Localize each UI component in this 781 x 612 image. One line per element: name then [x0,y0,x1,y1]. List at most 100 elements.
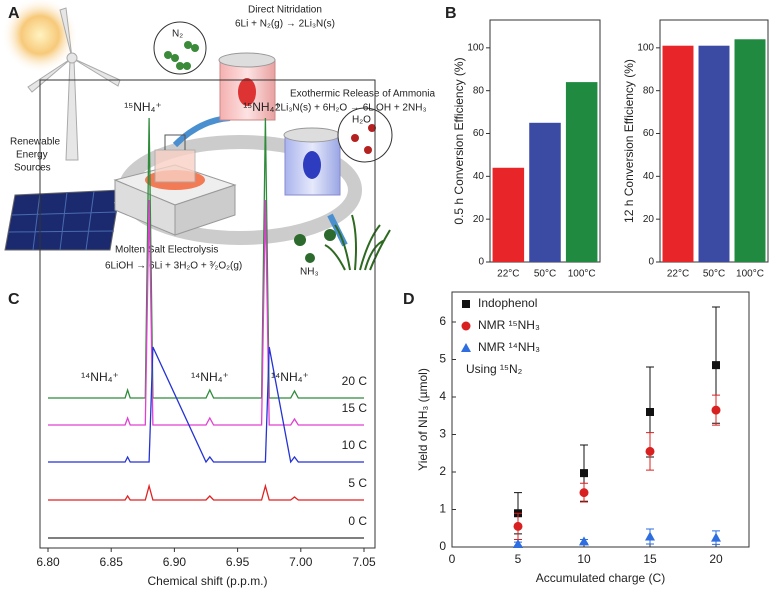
marker [712,361,720,370]
x-tick-label: 50°C [534,269,556,280]
y-tick-label: 6 [439,314,446,328]
x-tick-label: 5 [515,552,522,566]
panel-label: B [445,5,457,22]
legend-label: NMR ¹⁵NH₃ [478,318,540,332]
marker [513,521,523,531]
diagram-art [2,0,393,271]
marker [579,488,589,498]
x-tick-label: 100°C [736,269,764,280]
y-tick-label: 60 [473,128,485,139]
y-tick-label: 60 [643,128,655,139]
peak-annotation: ¹⁵NH₄⁺ [124,100,162,114]
blue-reactor [283,127,341,196]
x-tick-label: 20 [709,552,723,566]
diagram-text: NH₃ [300,267,319,278]
x-tick-label: 6.85 [100,555,124,569]
n2-bubble [153,21,207,75]
y-axis-label: Yield of NH₃ (µmol) [416,368,430,471]
x-tick-label: 6.80 [36,555,60,569]
x-axis-label: Chemical shift (p.p.m.) [147,574,267,588]
y-tick-label: 20 [473,214,485,225]
diagram-text: H₂O [352,115,371,126]
bar [565,82,598,262]
y-tick-label: 1 [439,502,446,516]
spectrum [48,346,364,464]
spectrum [48,117,364,399]
diagram-text: Exothermic Release of Ammonia [290,89,436,100]
x-tick-label: 10 [577,552,591,566]
panel-label: A [8,5,20,22]
diagram-text: Renewable [10,137,60,148]
series-label: 10 C [342,438,368,452]
marker [461,343,471,352]
y-axis-label: 12 h Conversion Efficiency (%) [622,59,636,223]
x-tick-label: 15 [643,552,657,566]
y-tick-label: 100 [467,42,484,53]
diagram-text: Molten Salt Electrolysis [115,245,218,256]
series-label: 20 C [342,374,368,388]
marker [646,408,654,416]
ammonia-molecules [294,229,336,263]
series-label: 5 C [348,476,367,490]
y-tick-label: 80 [643,85,655,96]
y-tick-label: 40 [473,171,485,182]
diagram-text: 2Li₃N(s) + 6H₂O → 6LiOH + 2NH₃ [275,103,427,114]
sun [2,0,78,73]
annotation: Using ¹⁵N₂ [466,362,523,376]
marker [645,446,655,456]
hot-plate [113,134,237,236]
diagram-text: Direct Nitridation [248,5,322,16]
y-tick-label: 20 [643,214,655,225]
y-tick-label: 3 [439,427,446,441]
x-axis-label: Accumulated charge (C) [536,571,665,585]
marker [711,532,721,542]
x-tick-label: 7.00 [289,555,313,569]
y-tick-label: 2 [439,464,446,478]
marker [513,539,523,548]
marker [711,405,721,415]
diagram-text: Sources [14,163,51,174]
spectrum [48,483,364,501]
legend-label: NMR ¹⁴NH₃ [478,340,540,354]
series-label: 0 C [348,514,367,528]
series-label: 15 C [342,401,368,415]
marker [461,321,471,331]
y-axis-label: 0.5 h Conversion Efficiency (%) [452,57,466,224]
x-tick-label: 6.95 [226,555,250,569]
x-tick-label: 6.90 [163,555,187,569]
axes-frame [451,291,750,548]
y-tick-label: 100 [637,42,654,53]
marker [645,531,655,541]
x-tick-label: 50°C [703,269,725,280]
marker [579,536,589,546]
axes-frame [39,79,376,549]
diagram-text: 6LiOH → 6Li + 3H₂O + ³⁄₂O₂(g) [105,261,242,272]
y-tick-label: 40 [643,171,655,182]
diagram-text: Energy [16,150,48,161]
red-reactor [218,52,276,121]
peak-annotation: ¹⁴NH₄⁺ [191,370,229,384]
peak-annotation: ¹⁵NH₄⁺ [243,100,281,114]
diagram-text: 6Li + N₂(g) → 2Li₃N(s) [235,19,335,30]
panel-label: D [403,291,415,308]
y-tick-label: 0 [478,257,484,268]
bar [529,122,561,262]
x-tick-label: 22°C [497,269,519,280]
panel-label: C [8,291,20,308]
x-tick-label: 0 [449,552,456,566]
diagram-text: N₂ [172,29,183,40]
y-tick-label: 0 [439,539,446,553]
marker [462,300,470,308]
solar-panel [4,189,121,251]
h2o-bubble [337,107,393,163]
x-tick-label: 7.05 [352,555,376,569]
y-tick-label: 4 [439,389,446,403]
y-tick-label: 5 [439,352,446,366]
grass [324,214,391,271]
peak-annotation: ¹⁴NH₄⁺ [81,370,119,384]
bar [734,39,766,262]
bar [698,45,730,263]
legend-label: Indophenol [478,296,537,310]
x-tick-label: 22°C [667,269,689,280]
